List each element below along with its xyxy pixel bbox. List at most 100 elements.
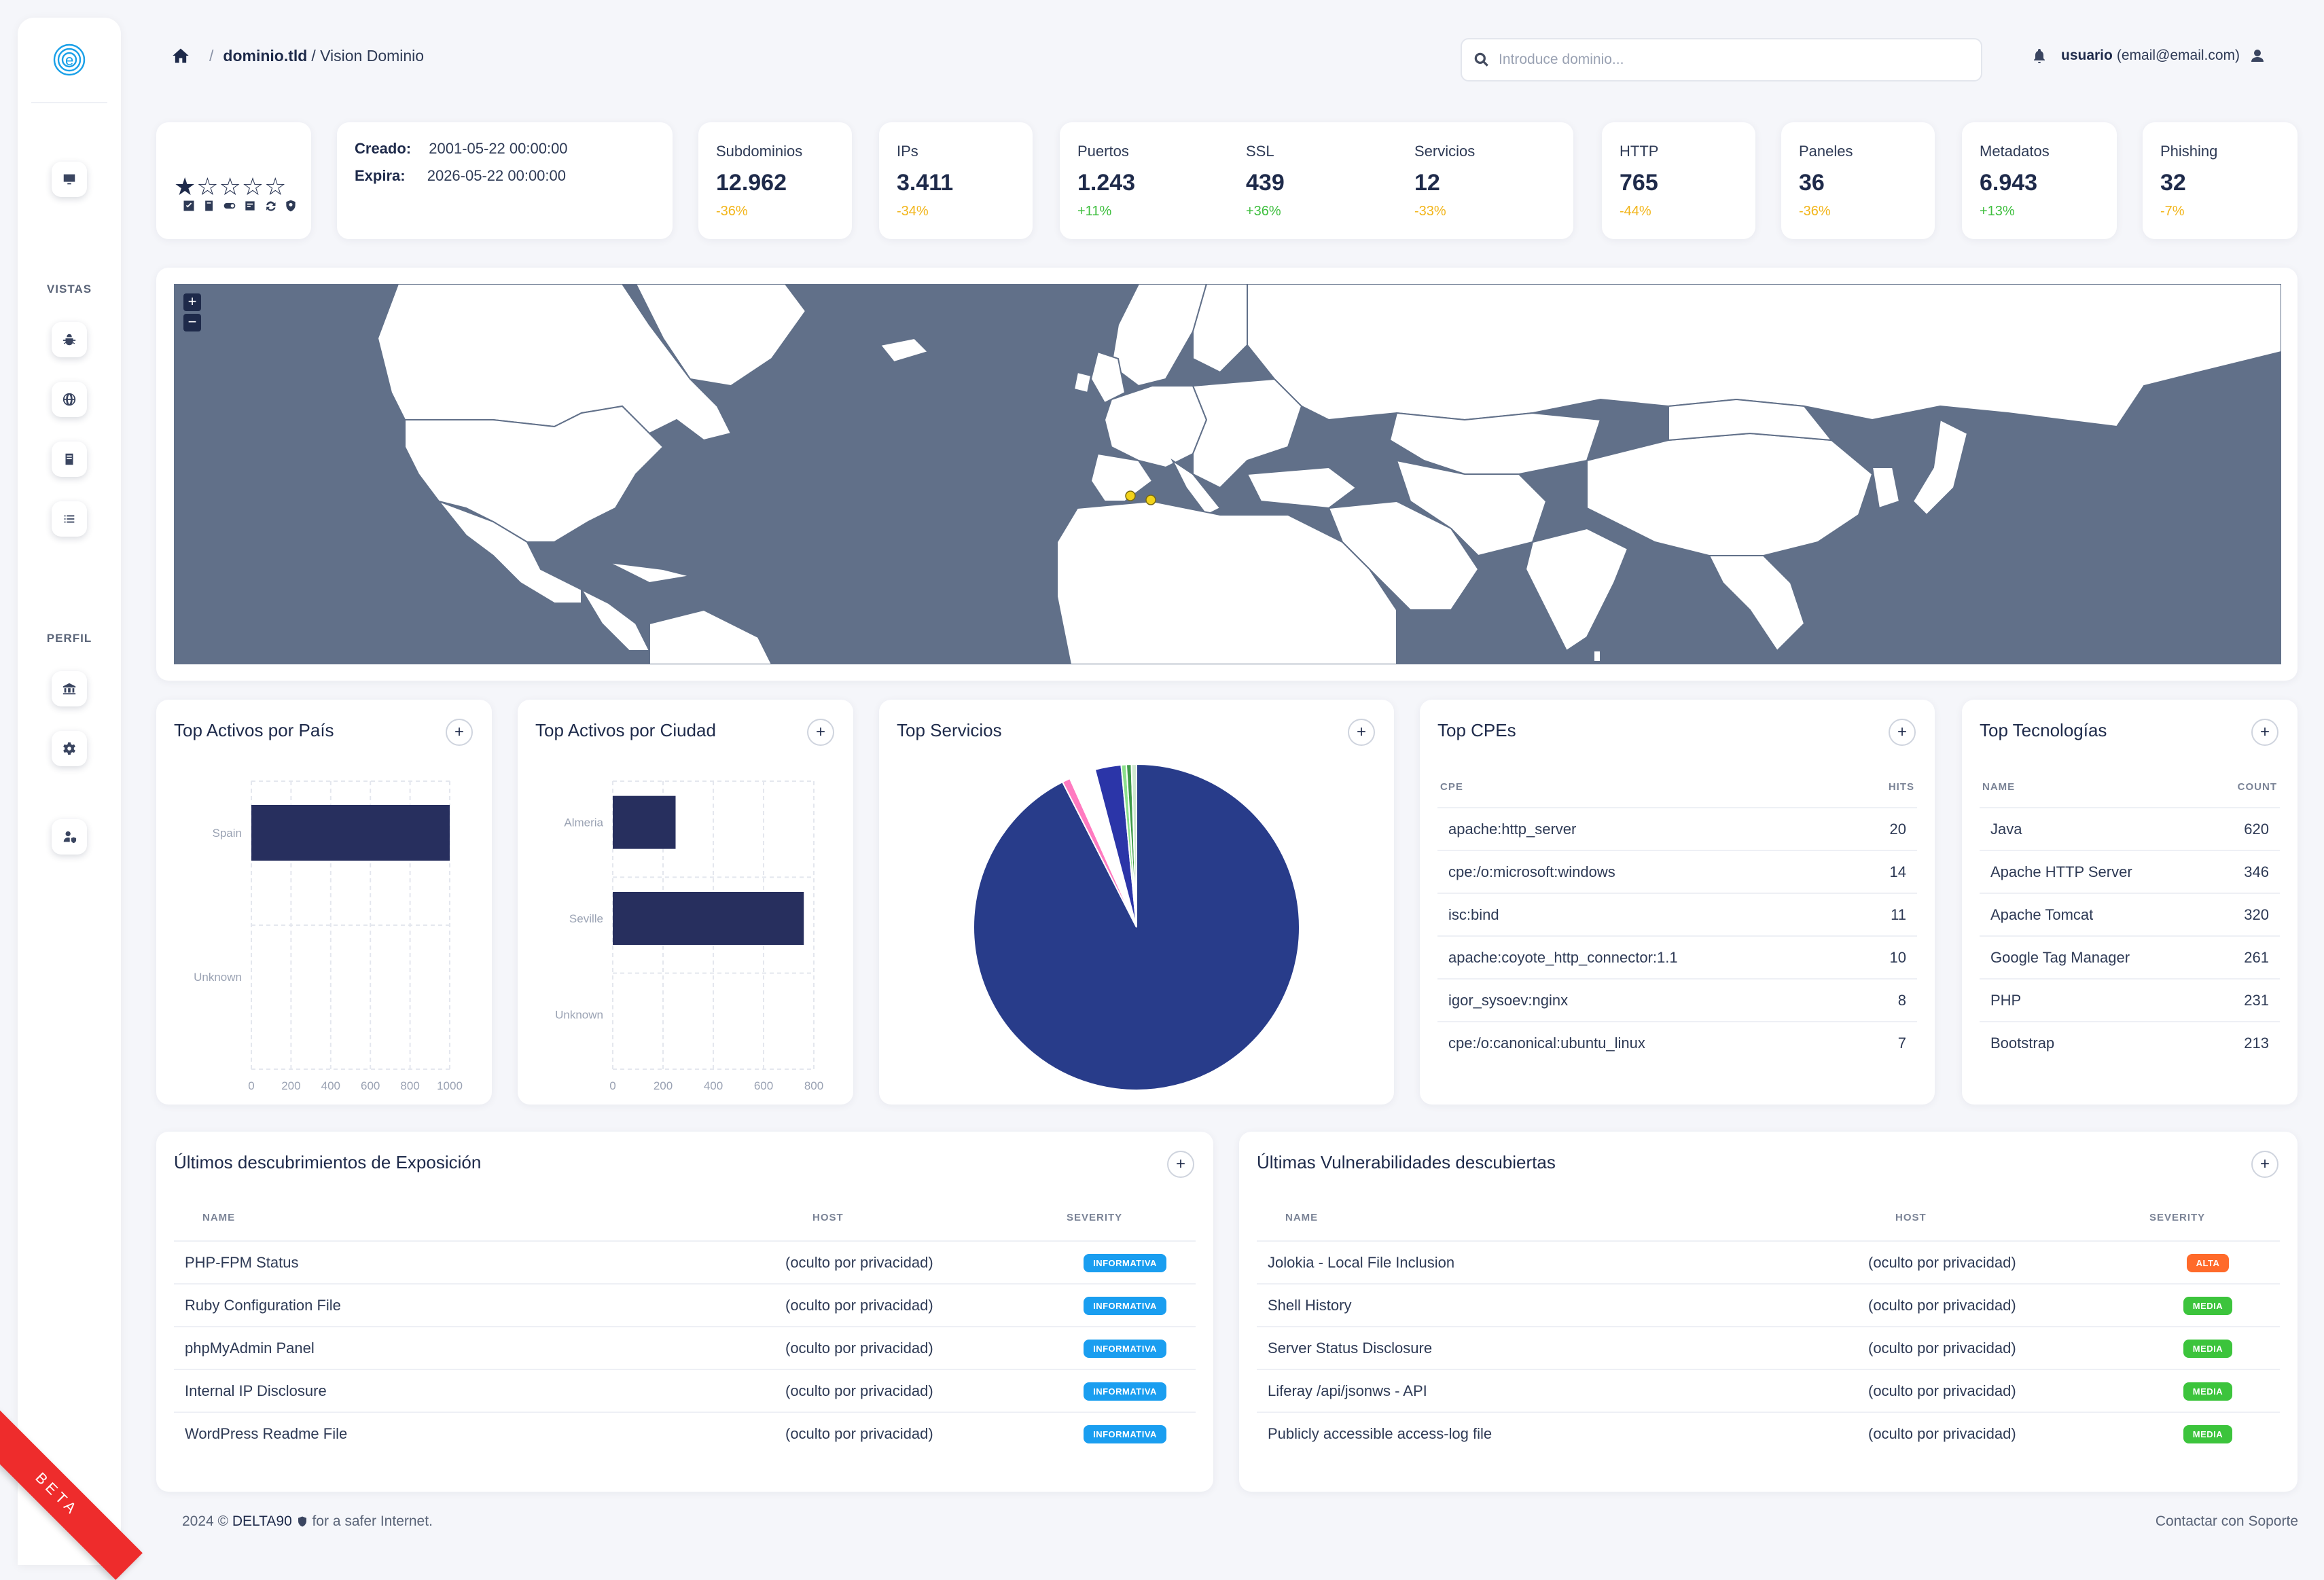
row-name: Apache Tomcat [1990, 905, 2094, 923]
row-hits: 10 [1889, 948, 1906, 966]
table-row[interactable]: Jolokia - Local File Inclusion (oculto po… [1257, 1240, 2280, 1283]
stat-label: Phishing [2160, 143, 2218, 160]
footer-brand[interactable]: DELTA90 [232, 1513, 292, 1529]
expand-button[interactable]: + [1889, 719, 1916, 746]
severity-badge: INFORMATIVA [1084, 1297, 1166, 1315]
table-row[interactable]: phpMyAdmin Panel (oculto por privacidad) I… [174, 1326, 1196, 1369]
finland [1192, 284, 1248, 374]
building-icon [62, 683, 76, 695]
map-zoom-in[interactable]: + [183, 293, 201, 311]
breadcrumb-domain[interactable]: dominio.tld [223, 46, 308, 65]
table-row[interactable]: Ruby Configuration File (oculto por priva… [174, 1283, 1196, 1326]
table-row[interactable]: Internal IP Disclosure (oculto por privac… [174, 1369, 1196, 1412]
stat-delta: +36% [1246, 204, 1281, 219]
stat-value: 439 [1246, 170, 1285, 196]
row-name: PHP [1990, 991, 2022, 1009]
row-host: (oculto por privacidad) [785, 1296, 933, 1314]
sidebar-item-list[interactable] [52, 501, 87, 537]
table-row[interactable]: cpe:/o:canonical:ubuntu_linux 7 [1437, 1021, 1917, 1064]
bar[interactable] [613, 892, 804, 945]
table-row[interactable]: PHP 231 [1980, 978, 2280, 1021]
stat-ssl[interactable]: SSL 439 +36% [1228, 122, 1399, 239]
stat-services[interactable]: Servicios 12 -33% [1397, 122, 1568, 239]
greenland [634, 284, 807, 387]
row-hits: 7 [1897, 1034, 1906, 1052]
domain-status-icons [182, 199, 298, 213]
pie-slice[interactable] [1130, 763, 1137, 928]
monitor-icon [63, 174, 75, 185]
table-row[interactable]: Google Tag Manager 261 [1980, 935, 2280, 978]
sidebar-item-settings[interactable] [52, 731, 87, 766]
stat-http[interactable]: HTTP 765 -44% [1602, 122, 1755, 239]
japan [1912, 418, 1969, 516]
user-icon[interactable] [2249, 48, 2266, 64]
table-row[interactable]: Server Status Disclosure (oculto por priv… [1257, 1326, 2280, 1369]
table-row[interactable]: Shell History (oculto por privacidad) MEDI… [1257, 1283, 2280, 1326]
stat-delta: +11% [1077, 204, 1112, 219]
bar[interactable] [613, 795, 676, 849]
bell-icon[interactable] [2031, 48, 2048, 64]
stat-ips[interactable]: IPs 3.411 -34% [879, 122, 1033, 239]
severity-badge: INFORMATIVA [1084, 1382, 1166, 1401]
footer-year: 2024 © [182, 1513, 232, 1529]
expand-button[interactable]: + [2251, 1151, 2278, 1178]
expand-button[interactable]: + [1167, 1151, 1194, 1178]
stat-ports[interactable]: Puertos 1.243 +11% [1060, 122, 1231, 239]
table-row[interactable]: igor_sysoev:nginx 8 [1437, 978, 1917, 1021]
row-count: 213 [2244, 1034, 2269, 1052]
expand-button[interactable]: + [1348, 719, 1375, 746]
breadcrumb: / dominio.tld / Vision Dominio [171, 46, 424, 65]
sidebar-item-organization[interactable] [52, 671, 87, 706]
sidebar-item-servers[interactable] [52, 442, 87, 477]
bar[interactable] [251, 805, 450, 861]
table-row[interactable]: Apache Tomcat 320 [1980, 893, 2280, 935]
table-row[interactable]: apache:coyote_http_connector:1.1 10 [1437, 935, 1917, 978]
southeast-asia [1708, 555, 1806, 652]
sidebar-item-dashboard[interactable] [52, 162, 87, 197]
stat-phishing[interactable]: Phishing 32 -7% [2143, 122, 2298, 239]
table-row[interactable]: WordPress Readme File (oculto por privaci… [174, 1412, 1196, 1454]
stat-delta: -7% [2160, 204, 2185, 219]
x-tick-label: 600 [754, 1079, 773, 1092]
delta90-logo[interactable]: e [49, 39, 90, 80]
map-zoom-out[interactable]: − [183, 314, 201, 331]
stat-subdomains[interactable]: Subdominios 12.962 -36% [698, 122, 852, 239]
user-name[interactable]: usuario [2061, 48, 2113, 63]
europe-west [1103, 385, 1208, 469]
table-row[interactable]: apache:http_server 20 [1437, 807, 1917, 850]
stat-label: SSL [1246, 143, 1274, 160]
col-header-host: HOST [812, 1212, 844, 1223]
home-icon[interactable] [171, 46, 190, 65]
domain-search[interactable] [1461, 38, 1982, 82]
expand-button[interactable]: + [807, 719, 834, 746]
expand-button[interactable]: + [2251, 719, 2278, 746]
rating-stars[interactable]: ★☆☆☆☆ [174, 173, 287, 200]
sidebar-item-network[interactable] [52, 382, 87, 417]
stat-delta: -36% [716, 204, 748, 219]
stat-metadata[interactable]: Metadatos 6.943 +13% [1962, 122, 2117, 239]
iceland [879, 337, 929, 363]
stat-panels[interactable]: Paneles 36 -36% [1781, 122, 1935, 239]
table-row[interactable]: isc:bind 11 [1437, 893, 1917, 935]
table-row[interactable]: Bootstrap 213 [1980, 1021, 2280, 1064]
table-row[interactable]: Java 620 [1980, 807, 2280, 850]
support-link[interactable]: Contactar con Soporte [2155, 1513, 2298, 1529]
row-hits: 11 [1891, 905, 1906, 923]
table-row[interactable]: cpe:/o:microsoft:windows 14 [1437, 850, 1917, 893]
expand-button[interactable]: + [446, 719, 473, 746]
created-date: 2001-05-22 00:00:00 [429, 140, 568, 157]
table-row[interactable]: PHP-FPM Status (oculto por privacidad) INF… [174, 1240, 1196, 1283]
table-row[interactable]: Apache HTTP Server 346 [1980, 850, 2280, 893]
user-email[interactable]: (email@email.com) [2116, 48, 2240, 63]
row-name: Shell History [1268, 1296, 1352, 1314]
world-map[interactable]: + − [174, 284, 2281, 664]
sidebar-item-user-admin[interactable] [52, 819, 87, 855]
user-shield-icon [63, 831, 77, 844]
x-tick-label: 400 [704, 1079, 723, 1092]
card-title: Top Activos por País [174, 720, 334, 740]
search-input[interactable] [1499, 52, 1961, 68]
user-menu[interactable]: usuario (email@email.com) [2031, 48, 2266, 64]
table-row[interactable]: Publicly accessible access-log file (ocul… [1257, 1412, 2280, 1454]
table-row[interactable]: Liferay /api/jsonws - API (oculto por pri… [1257, 1369, 2280, 1412]
sidebar-item-vulnerabilities[interactable] [52, 322, 87, 357]
